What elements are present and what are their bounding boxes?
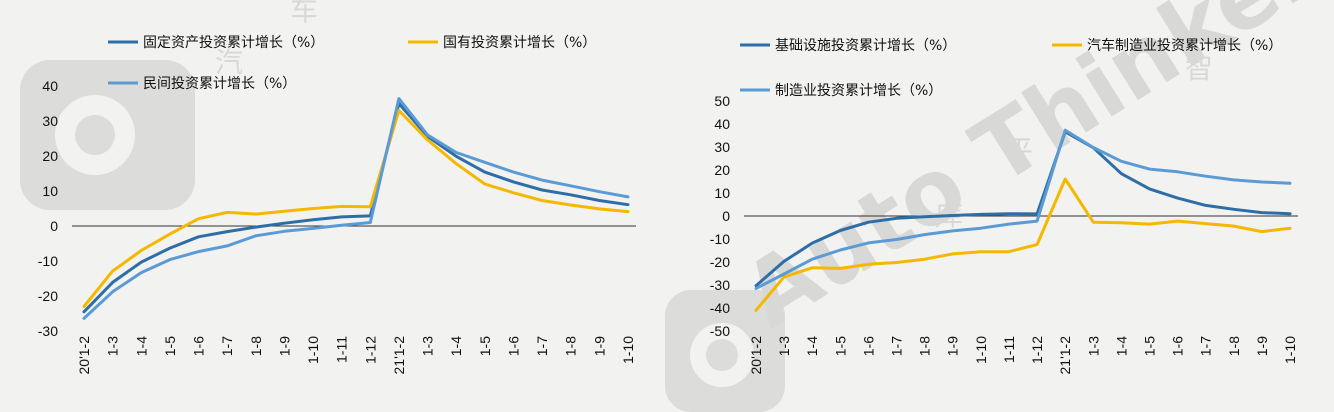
x-tick-label: 1-10 [973,336,989,364]
y-tick-label: 50 [714,93,730,109]
y-tick-label: -10 [38,253,58,269]
watermark-logo-icon-2 [665,290,785,412]
watermark-logo-icon [20,60,195,210]
y-tick-label: 0 [50,218,58,234]
y-tick-label: 20 [714,162,730,178]
y-tick-label: -20 [710,254,730,270]
x-tick-label: 20'1-2 [76,336,92,375]
y-tick-label: 30 [714,139,730,155]
x-tick-label: 1-9 [591,336,607,356]
x-tick-label: 1-8 [563,336,579,356]
x-tick-label: 1-3 [1085,336,1101,356]
x-tick-label: 1-5 [162,336,178,356]
watermark-cjk-3: 智 [1185,52,1213,85]
y-tick-label: -50 [710,323,730,339]
y-tick-label: 20 [42,148,58,164]
watermark-cjk-5: 平 [1005,134,1033,167]
series-line-1 [82,102,630,314]
x-tick-label: 1-7 [219,336,235,356]
series-line-2 [754,177,1292,312]
x-tick-label: 1-3 [105,336,121,356]
x-tick-label: 1-9 [945,336,961,356]
x-tick-label: 1-5 [832,336,848,356]
x-tick-label: 1-7 [534,336,550,356]
x-tick-label: 1-12 [1029,336,1045,364]
y-tick-label: -30 [710,277,730,293]
x-tick-label: 21'1-2 [391,336,407,375]
x-tick-label: 1-10 [305,336,321,364]
x-tick-label: 1-6 [860,336,876,356]
series-line-2 [82,109,630,308]
x-tick-label: 1-7 [1198,336,1214,356]
y-tick-label: 10 [714,185,730,201]
y-tick-label: 40 [42,78,58,94]
series-line-3 [82,97,630,320]
chart-1: -30 -20 -10 0 10 20 30 40 20'1-2 1-3 1-4 1-5 1-6 1-7 1… [38,35,636,374]
y-tick-label: 40 [714,116,730,132]
chart-2: -50 -40 -30 -20 -10 0 10 20 30 40 50 20'1-2 1-3 1-4 1-… [710,37,1298,374]
y-tick-label: -20 [38,288,58,304]
watermark-cjk-1: 汽 [215,46,243,79]
x-tick-label: 1-8 [917,336,933,356]
x-tick-label: 1-5 [477,336,493,356]
x-tick-label: 1-8 [1226,336,1242,356]
y-tick-label: -10 [710,231,730,247]
x-tick-label: 1-4 [1113,336,1129,356]
x-tick-label: 1-6 [1170,336,1186,356]
watermark-cjk-2: 车 [290,0,318,27]
x-tick-label: 1-6 [191,336,207,356]
legend-label: 国有投资累计增长（%） [443,35,596,51]
x-tick-label: 1-11 [1001,336,1017,363]
x-tick-label: 1-3 [776,336,792,356]
x-tick-label: 1-10 [1282,336,1298,364]
x-tick-label: 1-10 [620,336,636,364]
y-tick-label: -30 [38,323,58,339]
y-tick-label: -40 [710,300,730,316]
x-tick-label: 20'1-2 [748,336,764,375]
x-tick-label: 1-7 [889,336,905,356]
x-tick-label: 1-11 [334,336,350,363]
x-tick-label: 1-6 [505,336,521,356]
y-tick-label: 30 [42,113,58,129]
legend-label: 制造业投资累计增长（%） [775,83,942,99]
x-tick-label: 1-4 [133,336,149,356]
x-tick-label: 1-5 [1141,336,1157,356]
x-tick-label: 1-9 [1254,336,1270,356]
y-tick-label: 0 [722,208,730,224]
x-tick-label: 1-12 [362,336,378,364]
legend-label: 固定资产投资累计增长（%） [143,35,324,51]
series-line-3 [754,128,1292,290]
x-tick-label: 1-4 [448,336,464,356]
legend-label: 民间投资累计增长（%） [143,76,296,92]
x-tick-label: 21'1-2 [1057,336,1073,375]
x-tick-label: 1-9 [276,336,292,356]
legend-label: 基础设施投资累计增长（%） [775,37,956,54]
x-tick-label: 1-8 [248,336,264,356]
legend-label: 汽车制造业投资累计增长（%） [1087,37,1282,54]
x-tick-label: 1-4 [804,336,820,356]
y-tick-label: 10 [42,183,58,199]
series-line-1 [754,130,1292,288]
x-tick-label: 1-3 [420,336,436,356]
